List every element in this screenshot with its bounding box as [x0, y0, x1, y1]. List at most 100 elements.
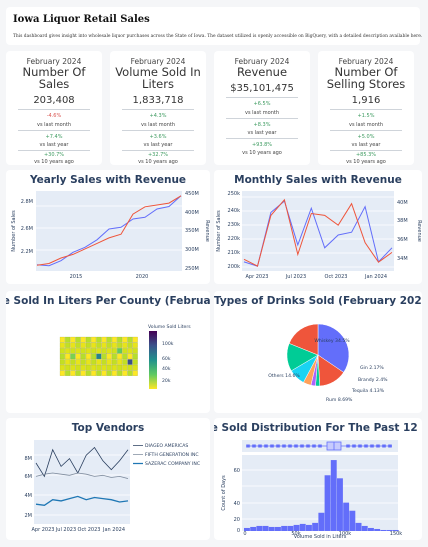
y-tick: 200k: [228, 264, 241, 270]
county: [117, 336, 123, 343]
histogram-bar: [262, 525, 269, 531]
county: [117, 348, 123, 354]
iowa-counties: [59, 336, 138, 376]
kpi-value: 203,408: [33, 95, 75, 106]
kpi-delta-month: +4.3%: [149, 113, 167, 119]
box-outlier: [382, 444, 386, 448]
county: [70, 348, 76, 354]
x-tick: Jan 2024: [102, 527, 125, 533]
county: [85, 370, 91, 376]
county: [122, 336, 128, 343]
county: [111, 336, 117, 343]
county: [85, 336, 91, 343]
pie-label: Whiskey 34.5%: [314, 338, 350, 344]
county: [70, 336, 76, 343]
pie-label: Rum 8.69%: [326, 397, 353, 403]
county: [96, 370, 102, 376]
county: [75, 370, 81, 376]
box-outlier: [300, 444, 304, 448]
colorbar: [149, 331, 157, 389]
pie-label: Brandy 2.4%: [358, 377, 388, 383]
y-tick: 8M: [25, 456, 33, 462]
county: [91, 364, 97, 371]
county: [101, 336, 107, 343]
county: [59, 348, 65, 354]
county: [59, 342, 65, 348]
county: [59, 359, 65, 365]
box-outlier: [252, 444, 256, 448]
colorbar-tick: 100k: [162, 341, 174, 347]
colorbar-tick: 60k: [162, 356, 171, 362]
divider: [18, 109, 90, 110]
kpi-month: February 2024: [338, 57, 394, 66]
county: [96, 348, 102, 354]
county: [91, 348, 97, 354]
county: [106, 353, 112, 360]
legend-label: DIAGEO AMERICAS: [145, 443, 188, 449]
chart-title: Monthly Sales with Revenue: [234, 174, 402, 186]
box-outlier: [282, 444, 286, 448]
county: [106, 359, 112, 365]
y2-tick: 38M: [397, 218, 408, 224]
kpi-delta-month: -4.6%: [46, 113, 62, 119]
y-tick: 2.2M: [21, 249, 33, 255]
county-map[interactable]: Volume Sold Liters 100k 60k 40k 20k: [6, 291, 210, 413]
top-vendors-chart[interactable]: Apr 2023 Jul 2023 Oct 2023 Jan 2024 2M 4M 6M 8M…: [6, 418, 210, 540]
county: [106, 348, 112, 354]
county: [127, 370, 133, 376]
chart-title: Yearly Sales with Revenue: [29, 174, 187, 186]
histogram-bar: [349, 510, 356, 531]
county: [132, 348, 138, 354]
county: [101, 353, 107, 360]
colorbar-tick: 20k: [162, 378, 171, 384]
x-tick: 50k: [291, 531, 300, 537]
x-tick: 100k: [339, 531, 352, 537]
kpi-value: 1,916: [351, 95, 381, 106]
box-outlier: [364, 444, 368, 448]
histogram-bar: [244, 527, 250, 531]
divider: [330, 150, 402, 151]
county: [59, 364, 65, 371]
county: [75, 342, 81, 348]
county: [127, 342, 133, 348]
county: [111, 348, 117, 354]
kpi-title: Number Of Sales: [22, 65, 86, 91]
colorbar-tick: 40k: [162, 366, 171, 372]
kpi-card-selling-stores: February 2024 Number Of Selling Stores 1…: [318, 51, 414, 165]
divider: [122, 130, 194, 131]
histogram-bar: [287, 525, 294, 531]
yearly-chart[interactable]: 2015 2020 2.2M 2.6M 2.8M 250M 300M 350M 400M 450M…: [6, 170, 210, 284]
box-outlier: [276, 444, 280, 448]
histogram-bar: [281, 525, 288, 531]
county: [85, 353, 91, 360]
vendor-line-fifth-generation: [35, 472, 129, 479]
y2-tick: 36M: [397, 237, 408, 243]
kpi-compare-year: vs last year: [39, 142, 69, 148]
monthly-chart[interactable]: Apr 2023 Jul 2023 Oct 2023 Jan 2024 200k 210k…: [214, 170, 422, 284]
divider: [122, 150, 194, 151]
box-outlier: [294, 444, 298, 448]
y2-tick: 350M: [185, 228, 199, 234]
drinks-pie[interactable]: Whiskey 34.5% Others 14.6% Gin 2.17% Brandy…: [214, 291, 422, 413]
county: [80, 370, 86, 376]
kpi-title: Volume Sold In Liters: [115, 65, 201, 91]
county: [65, 353, 71, 360]
series-line-revenue: [36, 195, 182, 266]
kpi-delta-year: +3.6%: [149, 134, 167, 140]
chart-title: Volume Sold Distribution For The Past 12…: [214, 422, 422, 434]
yearly-chart-panel: Yearly Sales with Revenue 2015 2020 2.2M 2.…: [6, 170, 210, 284]
county: [80, 342, 86, 348]
kpi-month: February 2024: [234, 57, 290, 66]
pie-slice-whiskey: [317, 323, 350, 373]
drinks-pie-panel: Types of Drinks Sold (February 2024) Whi…: [214, 291, 422, 413]
legend-label: FIFTH GENERATION INC: [145, 452, 199, 458]
kpi-value: 1,833,718: [132, 95, 184, 106]
kpi-card-revenue: February 2024 Revenue $35,101,475 +6.5% …: [214, 51, 310, 165]
box-outlier: [388, 444, 392, 448]
county: [96, 353, 102, 360]
box-outlier: [246, 444, 250, 448]
county: [106, 364, 112, 371]
distribution-chart[interactable]: 0 50k 100k 150k 0 20 40 60 Count of Days Volume…: [214, 418, 422, 540]
chart-title: Types of Drinks Sold (February 2024): [214, 295, 422, 307]
